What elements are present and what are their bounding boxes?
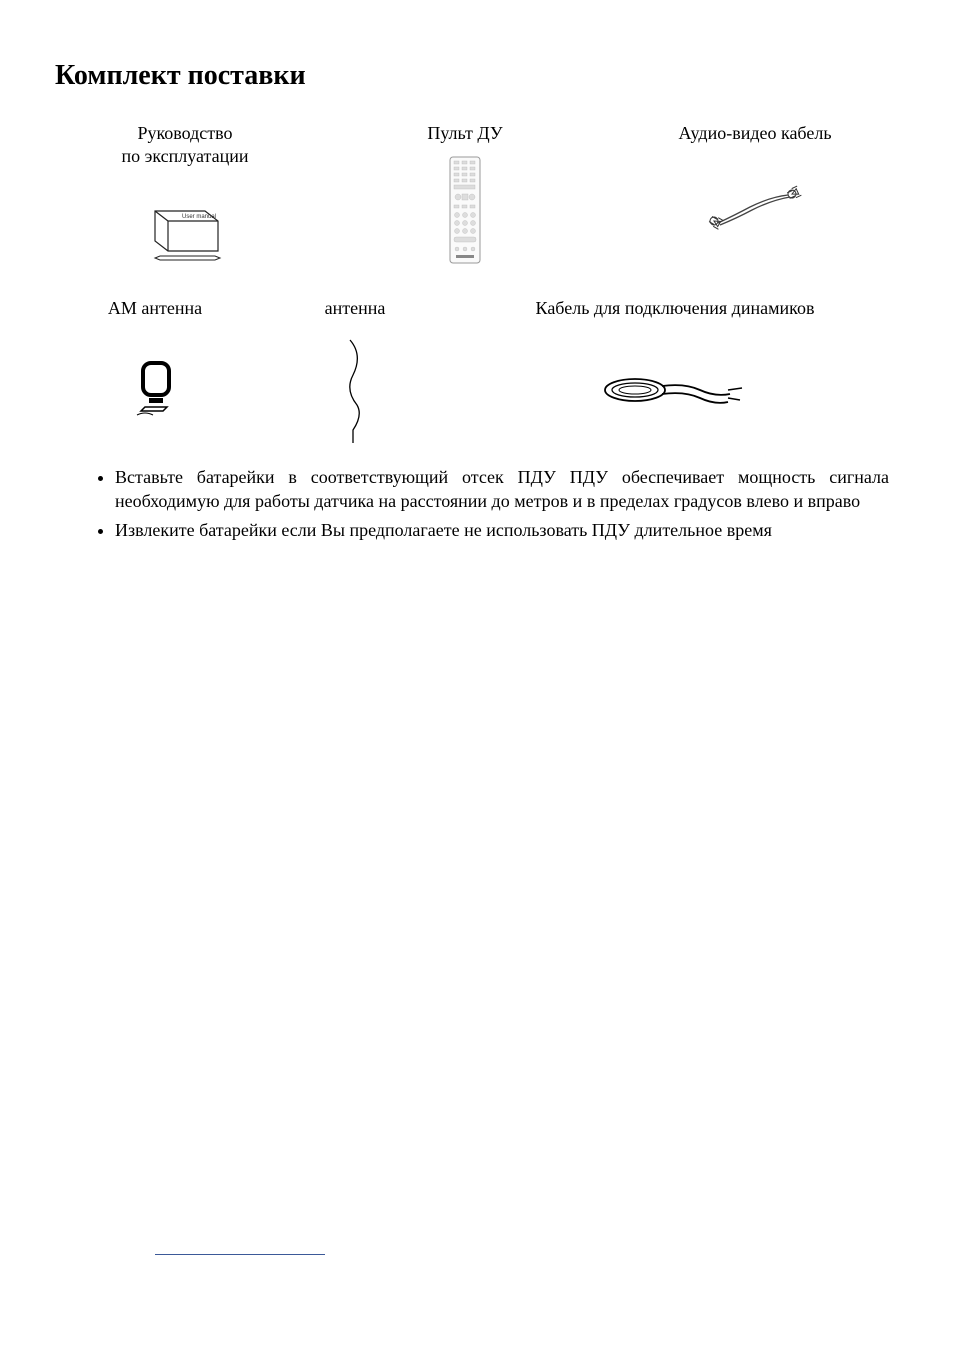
item-antenna: антенна	[255, 297, 455, 450]
page-title: Комплект поставки	[55, 60, 899, 92]
item-label: Аудио-видео кабель	[615, 122, 895, 145]
item-manual: Руководство по эксплуатации User manual	[55, 122, 315, 289]
antenna-icon	[255, 330, 455, 450]
items-row-2: АМ антенна антенна Кабель для подключени…	[55, 297, 899, 450]
items-row-1: Руководство по эксплуатации User manual …	[55, 122, 899, 289]
am-antenna-icon	[55, 330, 255, 450]
item-speaker-cable: Кабель для подключения динамиков	[455, 297, 895, 450]
list-item: Вставьте батарейки в соответствующий отс…	[115, 465, 889, 514]
instructions-list: Вставьте батарейки в соответствующий отс…	[115, 465, 899, 542]
item-am-antenna: АМ антенна	[55, 297, 255, 450]
item-av-cable: Аудио-видео кабель	[615, 122, 895, 289]
av-cable-icon	[615, 155, 895, 265]
item-label: Кабель для подключения динамиков	[455, 297, 895, 320]
speaker-cable-icon	[455, 330, 895, 450]
svg-text:User manual: User manual	[182, 214, 216, 220]
remote-icon	[315, 155, 615, 265]
item-label: АМ антенна	[55, 297, 255, 320]
manual-icon: User manual	[55, 179, 315, 289]
footer-underline	[155, 1254, 325, 1255]
item-label: Пульт ДУ	[315, 122, 615, 145]
list-item: Извлеките батарейки если Вы предполагает…	[115, 518, 889, 542]
item-label: Руководство по эксплуатации	[55, 122, 315, 169]
item-label: антенна	[255, 297, 455, 320]
item-remote: Пульт ДУ	[315, 122, 615, 289]
